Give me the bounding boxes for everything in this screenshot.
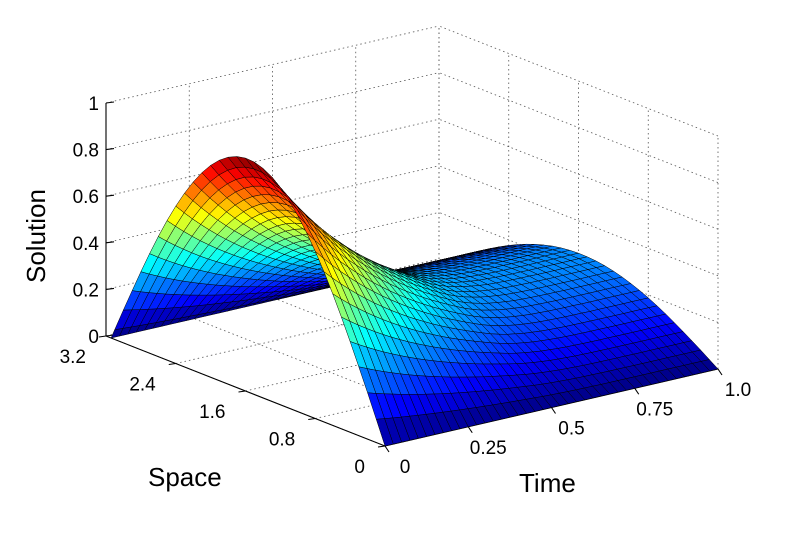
z-tick-mark bbox=[105, 287, 115, 290]
z-tick-label: 0.8 bbox=[73, 141, 99, 162]
x-tick-mark bbox=[634, 387, 640, 395]
y-tick-mark bbox=[98, 335, 107, 338]
grid-line bbox=[105, 72, 440, 150]
z-tick-label: 0.4 bbox=[73, 234, 100, 255]
tick-labels: 00.250.50.751.000.81.62.43.200.20.40.60.… bbox=[60, 94, 752, 478]
z-tick-label: 1 bbox=[88, 94, 99, 115]
z-axis-label: Solution bbox=[21, 189, 51, 283]
x-tick-label: 0.25 bbox=[470, 438, 507, 459]
surface bbox=[110, 156, 719, 447]
z-tick-label: 0 bbox=[88, 327, 99, 348]
z-tick-label: 0.6 bbox=[73, 187, 99, 208]
z-tick-mark bbox=[105, 101, 115, 104]
grid-line bbox=[105, 118, 440, 197]
x-tick-mark bbox=[384, 445, 390, 453]
x-axis-label: Time bbox=[519, 468, 576, 498]
y-axis-label: Space bbox=[148, 462, 222, 492]
y-tick-mark bbox=[238, 390, 246, 393]
x-tick-label: 0.75 bbox=[636, 399, 673, 420]
grid-line bbox=[105, 25, 440, 104]
grid-line bbox=[438, 25, 719, 137]
y-tick-label: 0 bbox=[354, 457, 365, 478]
grid-line bbox=[438, 72, 719, 183]
y-tick-label: 3.2 bbox=[60, 347, 86, 368]
grid-line bbox=[438, 118, 719, 230]
y-tick-label: 1.6 bbox=[199, 402, 225, 423]
z-tick-label: 0.2 bbox=[73, 280, 99, 301]
grid-line bbox=[438, 165, 719, 277]
z-tick-mark bbox=[105, 194, 115, 197]
grid-line bbox=[105, 165, 440, 244]
x-tick-mark bbox=[717, 368, 723, 376]
x-tick-label: 0 bbox=[400, 457, 411, 478]
z-tick-mark bbox=[105, 148, 115, 151]
z-tick-mark bbox=[105, 241, 115, 244]
y-tick-mark bbox=[168, 362, 176, 366]
x-tick-mark bbox=[467, 426, 473, 434]
surface-patch bbox=[376, 418, 394, 447]
y-tick-label: 2.4 bbox=[129, 375, 156, 396]
y-tick-label: 0.8 bbox=[269, 430, 295, 451]
x-tick-label: 1.0 bbox=[725, 380, 751, 401]
grid-line bbox=[105, 212, 440, 290]
x-tick-mark bbox=[551, 407, 556, 414]
y-tick-mark bbox=[308, 417, 316, 421]
x-tick-label: 0.5 bbox=[558, 419, 584, 440]
y-tick-mark bbox=[377, 445, 386, 448]
